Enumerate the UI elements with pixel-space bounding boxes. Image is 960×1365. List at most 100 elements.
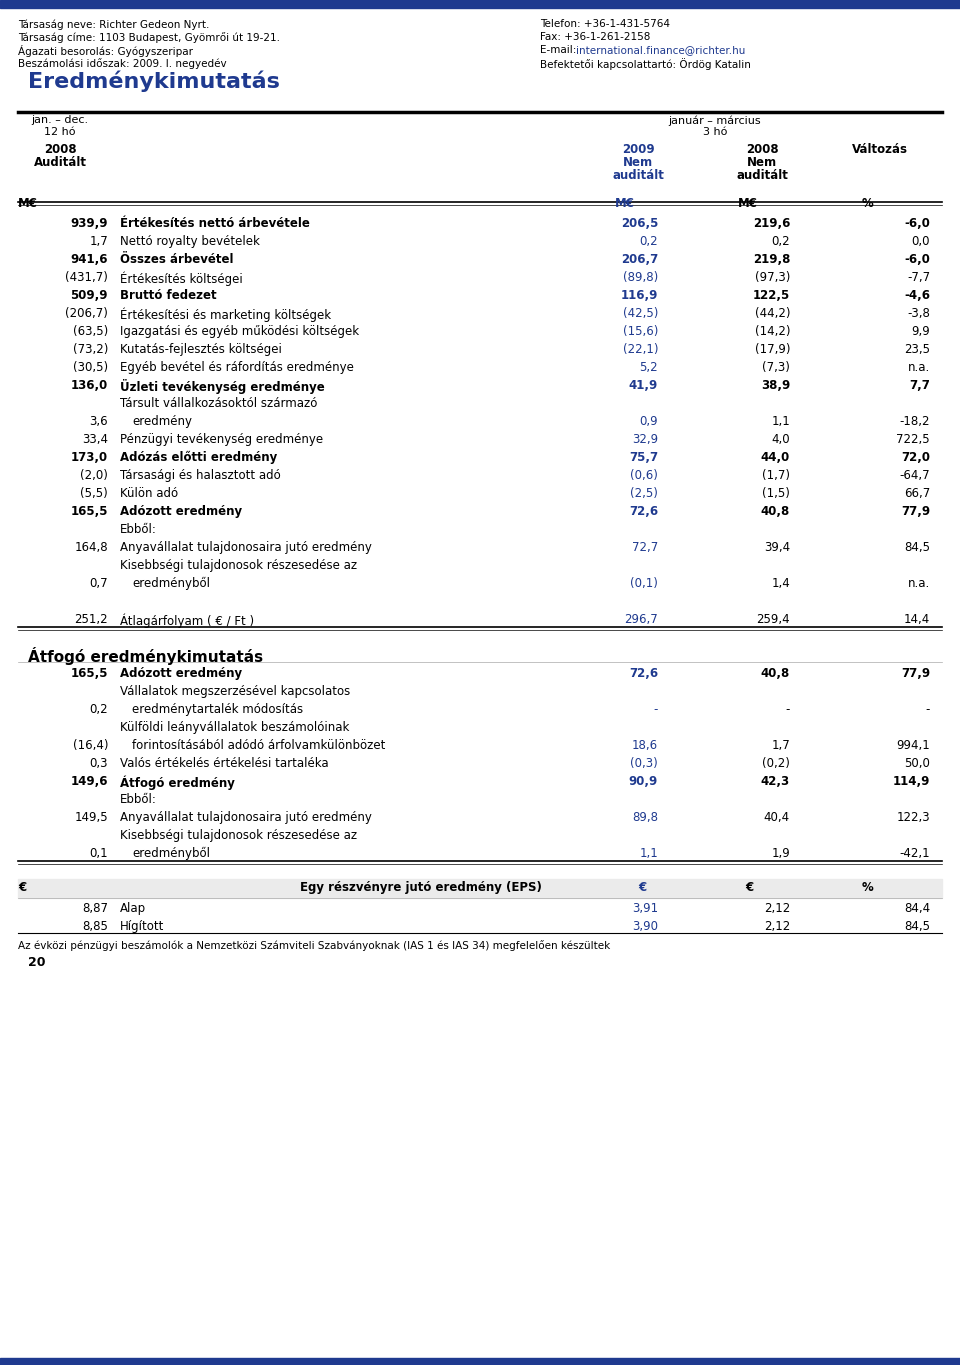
Text: 40,8: 40,8 <box>760 505 790 517</box>
Text: -4,6: -4,6 <box>904 289 930 302</box>
Text: 206,7: 206,7 <box>621 253 658 266</box>
Text: 66,7: 66,7 <box>903 487 930 500</box>
Text: 3,90: 3,90 <box>632 920 658 934</box>
Text: 149,5: 149,5 <box>74 811 108 824</box>
Text: %: % <box>862 197 874 210</box>
Text: 38,9: 38,9 <box>760 379 790 392</box>
Text: Átlagárfolyam ( € / Ft ): Átlagárfolyam ( € / Ft ) <box>120 613 254 628</box>
Text: -: - <box>925 703 930 717</box>
Text: 2008: 2008 <box>44 143 76 156</box>
Text: (63,5): (63,5) <box>73 325 108 339</box>
Text: 3,91: 3,91 <box>632 902 658 915</box>
Text: international.finance@richter.hu: international.finance@richter.hu <box>576 45 745 55</box>
Text: Adózott eredmény: Adózott eredmény <box>120 667 242 680</box>
Text: (89,8): (89,8) <box>623 272 658 284</box>
Text: 0,7: 0,7 <box>89 577 108 590</box>
Text: (1,5): (1,5) <box>762 487 790 500</box>
Text: Külföldi leányvállalatok beszámolóinak: Külföldi leányvállalatok beszámolóinak <box>120 721 349 734</box>
Text: (22,1): (22,1) <box>622 343 658 356</box>
Text: €: € <box>638 880 646 894</box>
Text: 72,7: 72,7 <box>632 541 658 554</box>
Text: Ágazati besorolás: Gyógyszeripar: Ágazati besorolás: Gyógyszeripar <box>18 45 193 57</box>
Text: (5,5): (5,5) <box>81 487 108 500</box>
Text: 0,1: 0,1 <box>89 848 108 860</box>
Text: Igazgatási és egyéb működési költségek: Igazgatási és egyéb működési költségek <box>120 325 359 339</box>
Text: 165,5: 165,5 <box>70 505 108 517</box>
Text: Nem: Nem <box>747 156 777 169</box>
Text: -18,2: -18,2 <box>900 415 930 429</box>
Text: 0,2: 0,2 <box>639 235 658 248</box>
Text: január – március: január – március <box>669 115 761 126</box>
Text: M€: M€ <box>738 197 757 210</box>
Bar <box>0 0 960 8</box>
Text: (1,7): (1,7) <box>762 470 790 482</box>
Text: 20: 20 <box>28 955 45 969</box>
Text: (97,3): (97,3) <box>755 272 790 284</box>
Text: eredményből: eredményből <box>132 848 210 860</box>
Text: Fax: +36-1-261-2158: Fax: +36-1-261-2158 <box>540 31 650 42</box>
Text: 23,5: 23,5 <box>904 343 930 356</box>
Text: 14,4: 14,4 <box>903 613 930 627</box>
Text: 219,8: 219,8 <box>753 253 790 266</box>
Text: 8,85: 8,85 <box>83 920 108 934</box>
Text: 1,7: 1,7 <box>89 235 108 248</box>
Text: (73,2): (73,2) <box>73 343 108 356</box>
Text: (0,6): (0,6) <box>630 470 658 482</box>
Text: (431,7): (431,7) <box>65 272 108 284</box>
Text: (14,2): (14,2) <box>755 325 790 339</box>
Text: (7,3): (7,3) <box>762 360 790 374</box>
Text: Telefon: +36-1-431-5764: Telefon: +36-1-431-5764 <box>540 19 670 29</box>
Text: -42,1: -42,1 <box>900 848 930 860</box>
Text: Változás: Változás <box>852 143 908 156</box>
Text: 0,0: 0,0 <box>911 235 930 248</box>
Text: -7,7: -7,7 <box>907 272 930 284</box>
Text: Átfogó eredménykimutatás: Átfogó eredménykimutatás <box>28 647 263 665</box>
Text: 259,4: 259,4 <box>756 613 790 627</box>
Text: 3 hó: 3 hó <box>703 127 727 136</box>
Text: 0,3: 0,3 <box>89 758 108 770</box>
Text: (0,2): (0,2) <box>762 758 790 770</box>
Text: -: - <box>654 703 658 717</box>
Text: Anyavállalat tulajdonosaira jutó eredmény: Anyavállalat tulajdonosaira jutó eredmén… <box>120 811 372 824</box>
Text: 0,2: 0,2 <box>772 235 790 248</box>
Text: 50,0: 50,0 <box>904 758 930 770</box>
Text: 0,9: 0,9 <box>639 415 658 429</box>
Text: 41,9: 41,9 <box>629 379 658 392</box>
Text: (2,0): (2,0) <box>80 470 108 482</box>
Text: (16,4): (16,4) <box>73 738 108 752</box>
Text: 32,9: 32,9 <box>632 433 658 446</box>
Text: 939,9: 939,9 <box>70 217 108 229</box>
Text: Eredménykimutatás: Eredménykimutatás <box>28 70 280 91</box>
Text: Bruttó fedezet: Bruttó fedezet <box>120 289 217 302</box>
Text: Egyéb bevétel és ráfordítás eredménye: Egyéb bevétel és ráfordítás eredménye <box>120 360 354 374</box>
Text: Társult vállalkozásoktól származó: Társult vállalkozásoktól származó <box>120 397 318 410</box>
Text: 165,5: 165,5 <box>70 667 108 680</box>
Text: Társaság neve: Richter Gedeon Nyrt.: Társaság neve: Richter Gedeon Nyrt. <box>18 19 209 30</box>
Text: 9,9: 9,9 <box>911 325 930 339</box>
Text: 72,0: 72,0 <box>901 450 930 464</box>
Text: 122,5: 122,5 <box>753 289 790 302</box>
Text: 994,1: 994,1 <box>897 738 930 752</box>
Text: M€: M€ <box>18 197 37 210</box>
Text: n.a.: n.a. <box>908 360 930 374</box>
Text: 72,6: 72,6 <box>629 667 658 680</box>
Text: Kisebbségi tulajdonosok részesedése az: Kisebbségi tulajdonosok részesedése az <box>120 560 357 572</box>
Bar <box>0 1358 960 1365</box>
Text: -3,8: -3,8 <box>907 307 930 319</box>
Text: %: % <box>862 880 874 894</box>
Text: Kisebbségi tulajdonosok részesedése az: Kisebbségi tulajdonosok részesedése az <box>120 829 357 842</box>
Text: 251,2: 251,2 <box>74 613 108 627</box>
Text: jan. – dec.: jan. – dec. <box>32 115 88 126</box>
Text: eredmény: eredmény <box>132 415 192 429</box>
Text: 136,0: 136,0 <box>71 379 108 392</box>
Text: 72,6: 72,6 <box>629 505 658 517</box>
Text: Ebből:: Ebből: <box>120 523 156 536</box>
Text: M€: M€ <box>615 197 635 210</box>
Text: eredménytartalék módosítás: eredménytartalék módosítás <box>132 703 303 717</box>
Text: 122,3: 122,3 <box>897 811 930 824</box>
Bar <box>18 879 942 898</box>
Text: 40,4: 40,4 <box>764 811 790 824</box>
Text: 42,3: 42,3 <box>761 775 790 788</box>
Text: Beszámolási időszak: 2009. I. negyedév: Beszámolási időszak: 2009. I. negyedév <box>18 57 227 70</box>
Text: 77,9: 77,9 <box>900 667 930 680</box>
